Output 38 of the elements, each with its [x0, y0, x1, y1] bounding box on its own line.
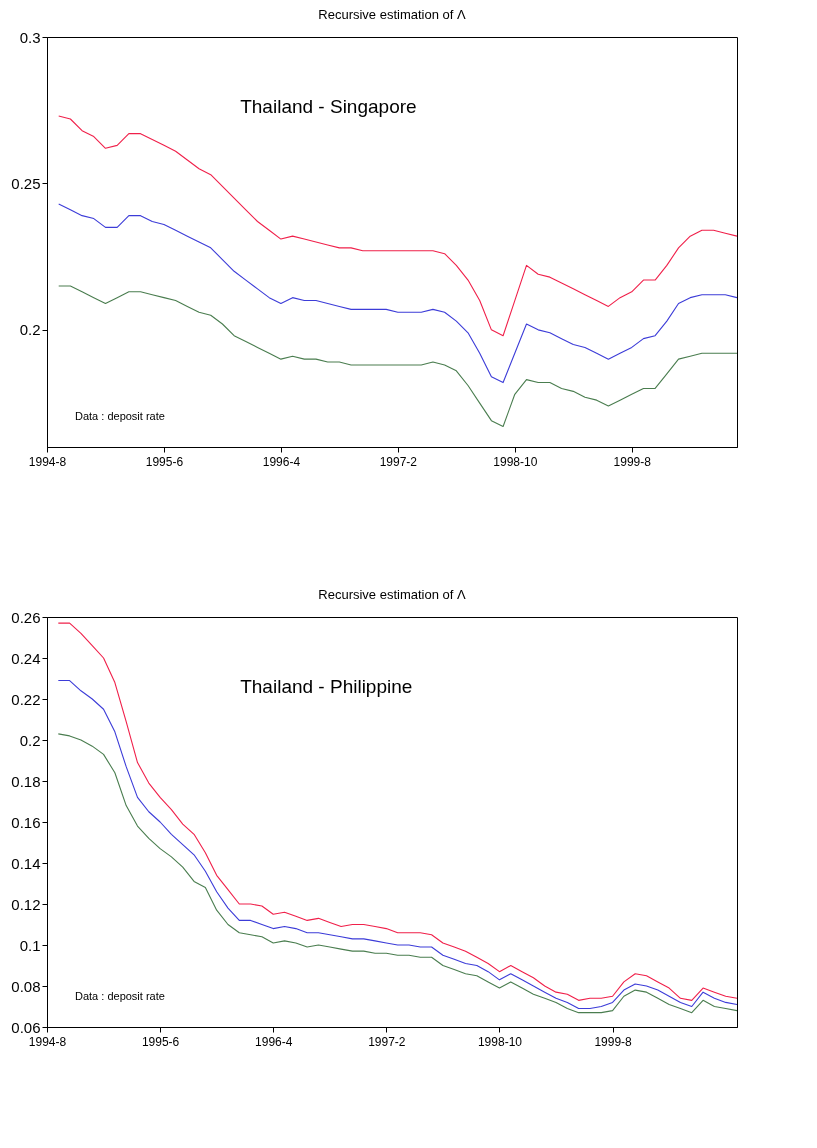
- y-tick-label: 0.16: [11, 813, 41, 831]
- x-tick-label: 1994-8: [28, 1034, 67, 1049]
- y-tick-label: 0.26: [11, 608, 41, 626]
- y-tick-label: 0.2: [19, 731, 41, 749]
- x-tick-label: 1998-10: [477, 1034, 523, 1049]
- x-tick-label: 1996-4: [255, 1034, 293, 1049]
- annotation: Thailand - Singapore: [240, 95, 417, 117]
- y-tick-label: 0.18: [11, 772, 41, 790]
- line-series: [58, 115, 738, 337]
- line-series: [58, 285, 738, 428]
- x-tick-label: 1994-8: [28, 454, 67, 469]
- y-tick-label: 0.14: [11, 854, 41, 872]
- x-tick-label: 1996-4: [262, 454, 301, 469]
- y-tick-label: 0.06: [11, 1018, 41, 1036]
- y-tick-label: 0.3: [19, 28, 41, 46]
- x-tick-label: 1998-10: [493, 454, 538, 469]
- y-tick-label: 0.12: [11, 895, 41, 913]
- y-tick-label: 0.2: [19, 321, 41, 339]
- chart-title: Recursive estimation of Λ: [318, 587, 467, 602]
- x-tick-label: 1995-6: [145, 454, 184, 469]
- x-tick-label: 1997-2: [368, 1034, 406, 1049]
- annotation: Data : deposit rate: [75, 990, 165, 1002]
- y-tick-label: 0.25: [11, 174, 41, 192]
- y-tick-label: 0.1: [19, 936, 41, 954]
- line-series: [57, 733, 738, 1014]
- annotation: Thailand - Philippine: [240, 675, 413, 697]
- y-tick-label: 0.08: [11, 977, 41, 995]
- y-tick-label: 0.22: [11, 690, 41, 708]
- line-series: [57, 680, 738, 1010]
- x-tick-label: 1995-6: [141, 1034, 180, 1049]
- chart-title: Recursive estimation of Λ: [318, 7, 467, 22]
- line-series: [58, 203, 738, 384]
- x-tick-label: 1999-8: [594, 1034, 633, 1049]
- annotation: Data : deposit rate: [75, 410, 165, 422]
- x-tick-label: 1999-8: [613, 454, 652, 469]
- line-series: [57, 622, 738, 1001]
- y-tick-label: 0.24: [11, 649, 41, 667]
- x-tick-label: 1997-2: [379, 454, 418, 469]
